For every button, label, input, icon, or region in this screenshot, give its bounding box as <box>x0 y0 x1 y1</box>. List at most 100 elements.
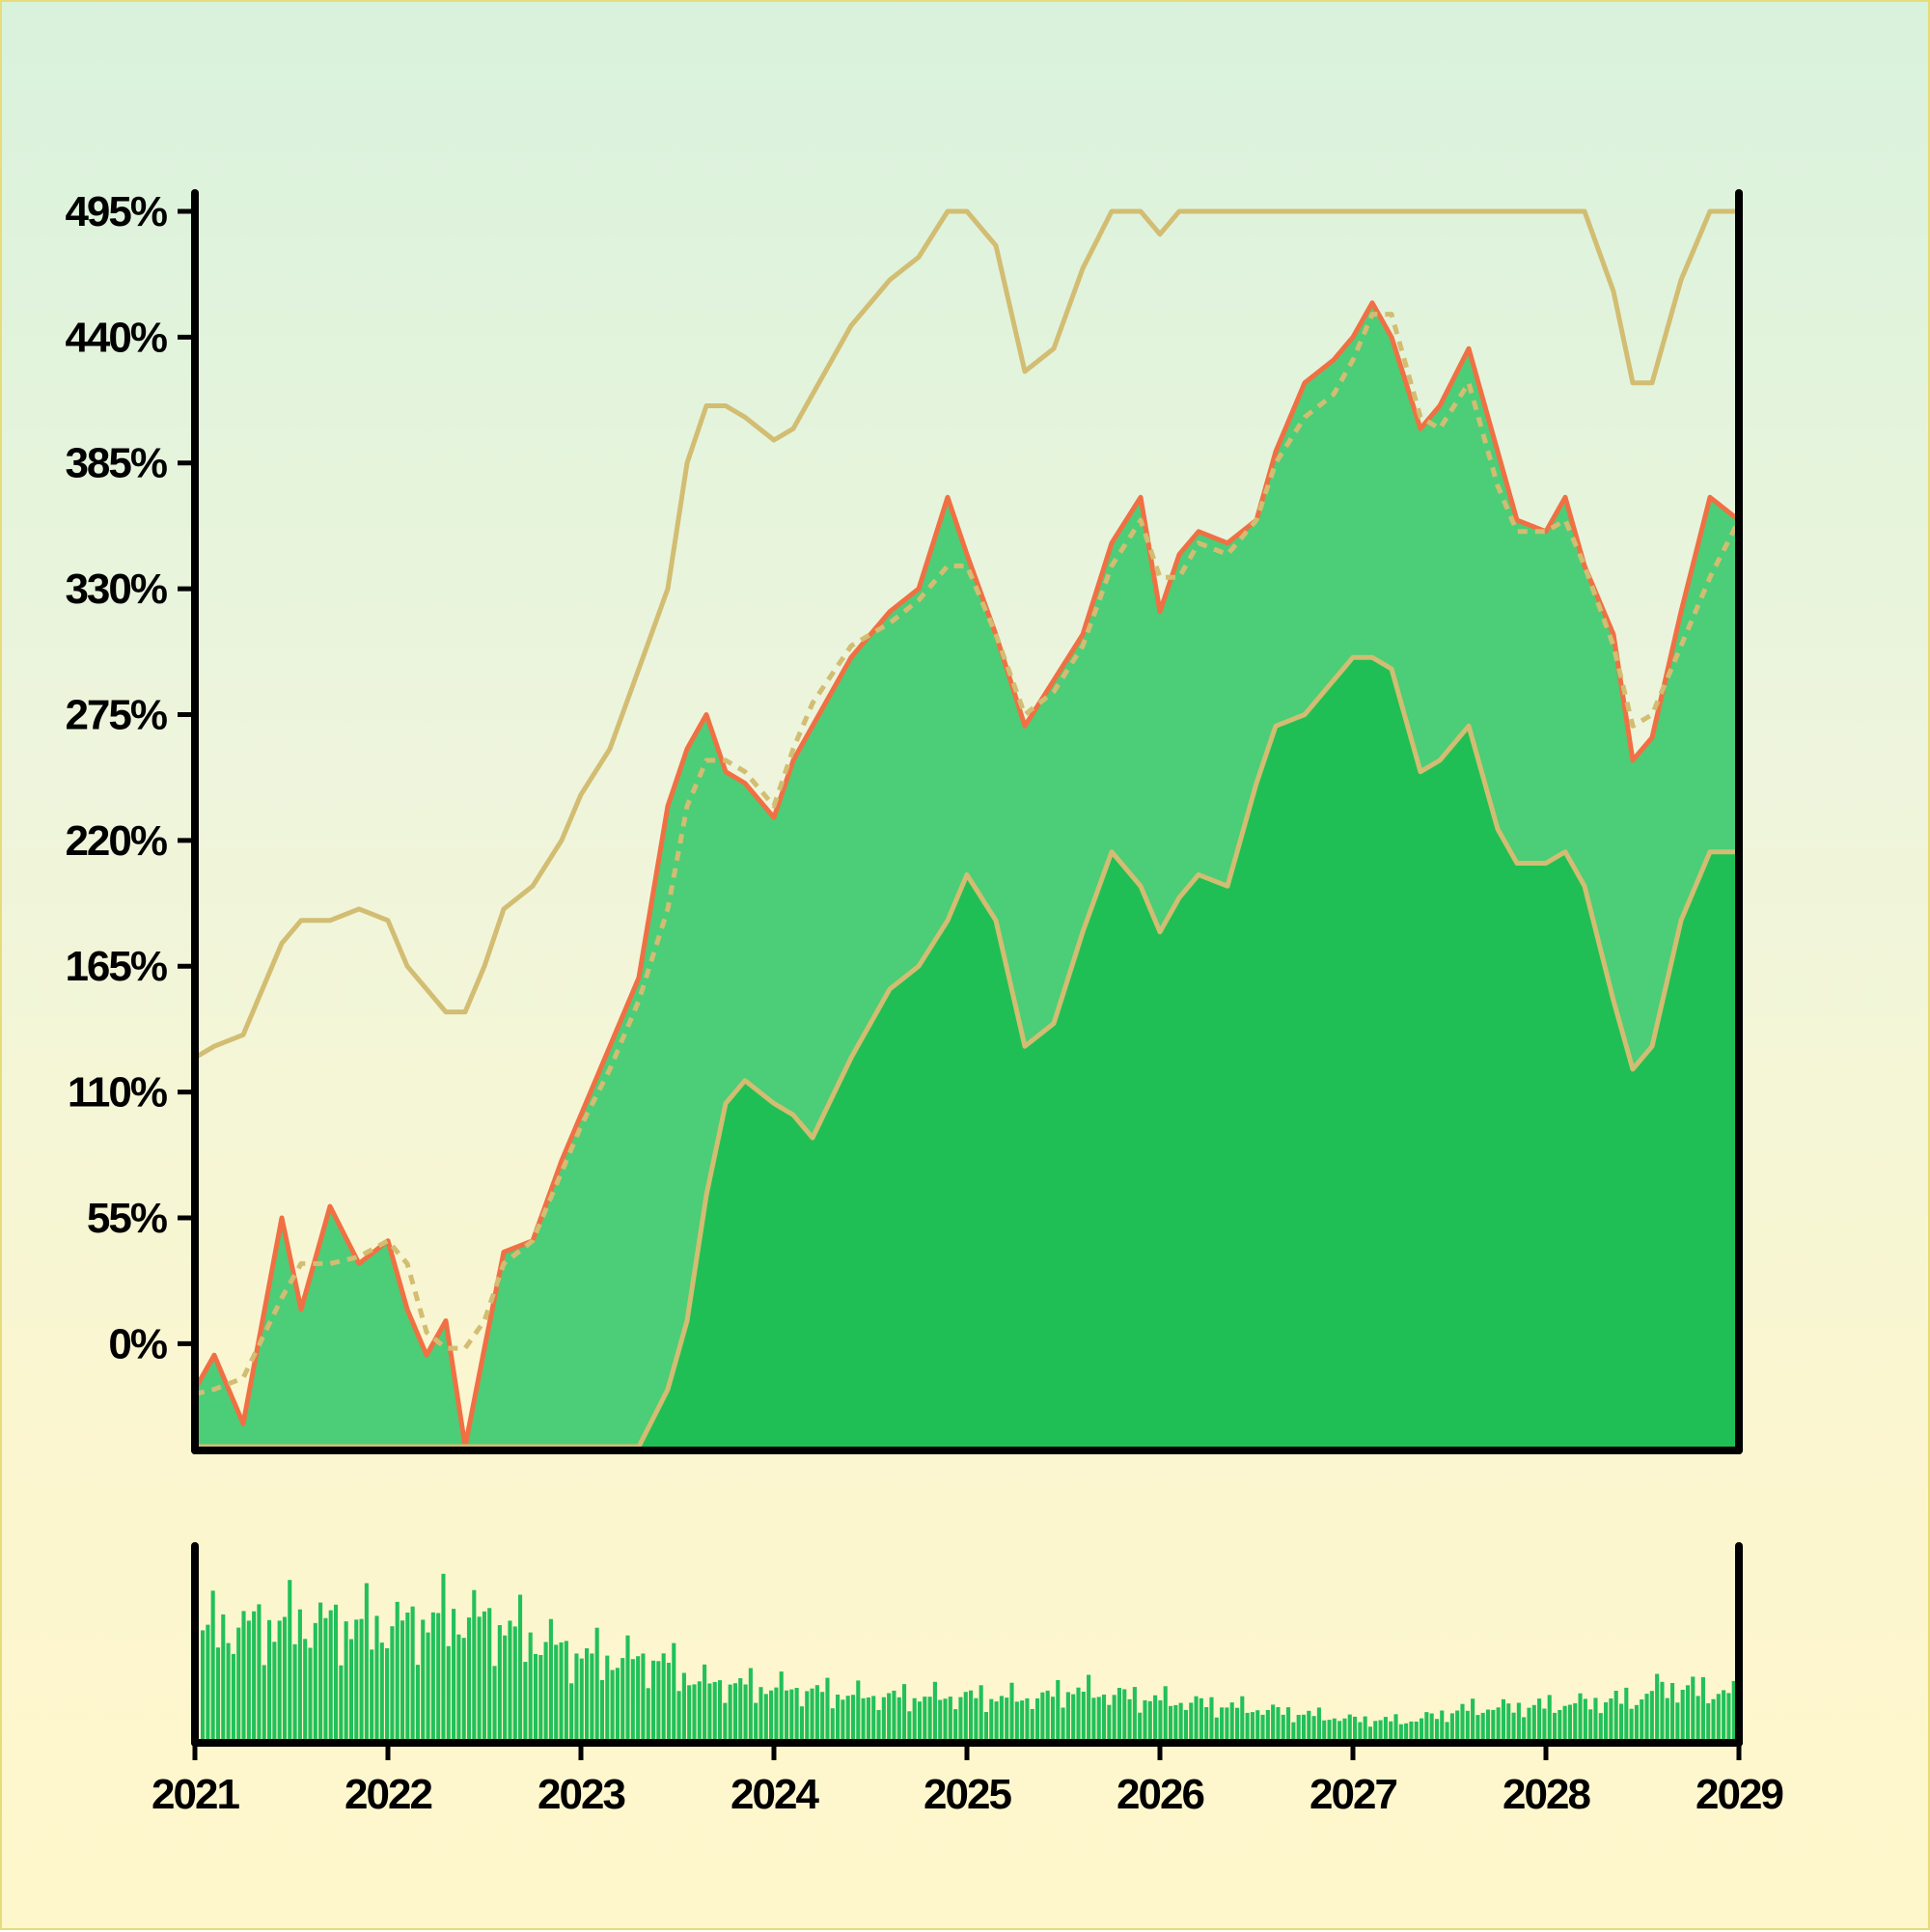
volume-bar <box>610 1670 615 1739</box>
volume-bar <box>1327 1720 1332 1739</box>
volume-bar <box>252 1611 257 1739</box>
volume-bar <box>717 1680 723 1739</box>
volume-bar <box>1383 1717 1388 1739</box>
volume-bar <box>1624 1687 1629 1739</box>
volume-bar <box>1424 1712 1429 1739</box>
volume-bar <box>1307 1710 1311 1739</box>
volume-bar <box>313 1622 317 1739</box>
volume-bar <box>421 1619 426 1739</box>
y-tick-label: 0% <box>108 1320 166 1367</box>
volume-bar <box>390 1626 395 1739</box>
volume-bar <box>201 1630 206 1739</box>
volume-bar <box>1613 1691 1618 1739</box>
volume-bar <box>1378 1720 1383 1739</box>
volume-bar <box>1573 1703 1578 1739</box>
volume-bar <box>994 1701 999 1739</box>
volume-bar <box>1609 1698 1613 1739</box>
volume-bar <box>518 1594 523 1739</box>
volume-bar <box>523 1662 528 1739</box>
volume-bar <box>528 1632 533 1739</box>
volume-bar <box>554 1644 559 1739</box>
volume-bar <box>1480 1712 1485 1739</box>
volume-bar <box>881 1697 886 1739</box>
volume-bar <box>1562 1705 1567 1739</box>
volume-bar <box>1122 1689 1127 1739</box>
volume-bar <box>1056 1680 1061 1739</box>
volume-bar <box>1087 1674 1091 1739</box>
volume-bar <box>1711 1698 1716 1739</box>
volume-bar <box>1204 1707 1209 1739</box>
x-tick-label: 2024 <box>731 1771 819 1818</box>
volume-bar <box>999 1696 1004 1739</box>
volume-bar <box>257 1604 262 1739</box>
volume-bar <box>932 1681 937 1739</box>
volume-bar <box>533 1653 538 1739</box>
volume-bar <box>1700 1676 1705 1739</box>
volume-bar <box>763 1694 768 1739</box>
volume-bar <box>569 1683 574 1739</box>
volume-bar <box>1660 1681 1665 1739</box>
volume-bar <box>415 1665 420 1739</box>
volume-bar <box>871 1696 876 1739</box>
volume-bar <box>1353 1716 1358 1739</box>
y-tick-label: 440% <box>65 314 166 361</box>
volume-bar <box>836 1695 841 1739</box>
volume-bar <box>1414 1722 1419 1739</box>
volume-bar <box>917 1701 923 1739</box>
volume-bar <box>856 1680 861 1739</box>
volume-bar <box>927 1697 932 1739</box>
volume-bar <box>1005 1697 1009 1739</box>
volume-bar <box>1071 1694 1076 1739</box>
volume-bar <box>697 1681 702 1739</box>
volume-bar <box>1143 1699 1147 1739</box>
volume-bar <box>1655 1673 1660 1739</box>
volume-bar <box>206 1624 210 1739</box>
volume-bar <box>1691 1676 1696 1739</box>
volume-bar <box>1347 1714 1352 1739</box>
volume-bar <box>1670 1683 1675 1739</box>
volume-bar <box>1025 1697 1030 1739</box>
volume-bar <box>364 1583 369 1739</box>
volume-bar <box>1112 1695 1117 1739</box>
volume-bar <box>318 1602 323 1739</box>
volume-bar <box>395 1601 400 1739</box>
volume-bar <box>1516 1702 1521 1739</box>
volume-bar <box>1240 1696 1245 1739</box>
volume-bar <box>215 1647 221 1739</box>
volume-bar <box>1445 1722 1449 1739</box>
volume-bar <box>769 1690 774 1739</box>
volume-bar <box>1373 1721 1378 1739</box>
volume-bar <box>661 1653 666 1739</box>
volume-bar <box>810 1688 814 1739</box>
volume-bar <box>732 1683 737 1739</box>
volume-bar <box>723 1702 728 1739</box>
volume-bar <box>1685 1685 1691 1739</box>
y-tick-label: 110% <box>68 1069 167 1117</box>
volume-bar <box>487 1608 492 1739</box>
volume-bar <box>272 1642 277 1739</box>
volume-bar <box>907 1711 912 1739</box>
volume-bar <box>1511 1712 1516 1739</box>
volume-bar <box>1127 1698 1132 1739</box>
volume-bar <box>1316 1707 1321 1739</box>
y-tick-label: 495% <box>65 188 166 235</box>
volume-bar <box>1030 1708 1034 1739</box>
volume-bar <box>625 1635 630 1739</box>
volume-bar <box>426 1632 430 1739</box>
volume-bar <box>472 1589 477 1739</box>
volume-bar <box>1604 1702 1609 1739</box>
volume-bar <box>1034 1697 1040 1739</box>
volume-bar <box>585 1648 590 1739</box>
volume-bar <box>436 1613 441 1739</box>
axes <box>178 189 1743 1760</box>
volume-bar <box>370 1649 374 1739</box>
volume-bar <box>508 1620 512 1739</box>
volume-bar <box>1286 1707 1291 1739</box>
volume-bar <box>466 1617 472 1739</box>
volume-bar <box>1199 1697 1203 1739</box>
y-tick-label: 385% <box>65 440 166 487</box>
upper-band-line <box>195 208 1739 1061</box>
volume-bar <box>656 1661 661 1739</box>
volume-bar <box>615 1668 620 1739</box>
volume-bar <box>288 1580 292 1739</box>
